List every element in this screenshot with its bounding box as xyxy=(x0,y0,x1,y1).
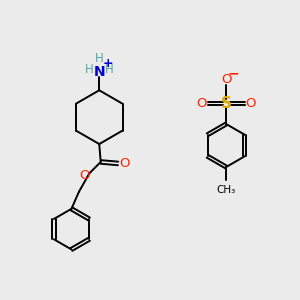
Text: H: H xyxy=(85,64,94,76)
Text: +: + xyxy=(102,57,113,70)
Text: O: O xyxy=(119,157,130,170)
Text: H: H xyxy=(95,52,103,64)
Text: S: S xyxy=(220,96,232,111)
Text: H: H xyxy=(105,64,114,76)
Text: N: N xyxy=(93,65,105,79)
Text: O: O xyxy=(79,169,90,182)
Text: O: O xyxy=(221,73,231,86)
Text: O: O xyxy=(245,97,256,110)
Text: CH₃: CH₃ xyxy=(217,185,236,195)
Text: O: O xyxy=(196,97,207,110)
Text: −: − xyxy=(227,67,239,81)
